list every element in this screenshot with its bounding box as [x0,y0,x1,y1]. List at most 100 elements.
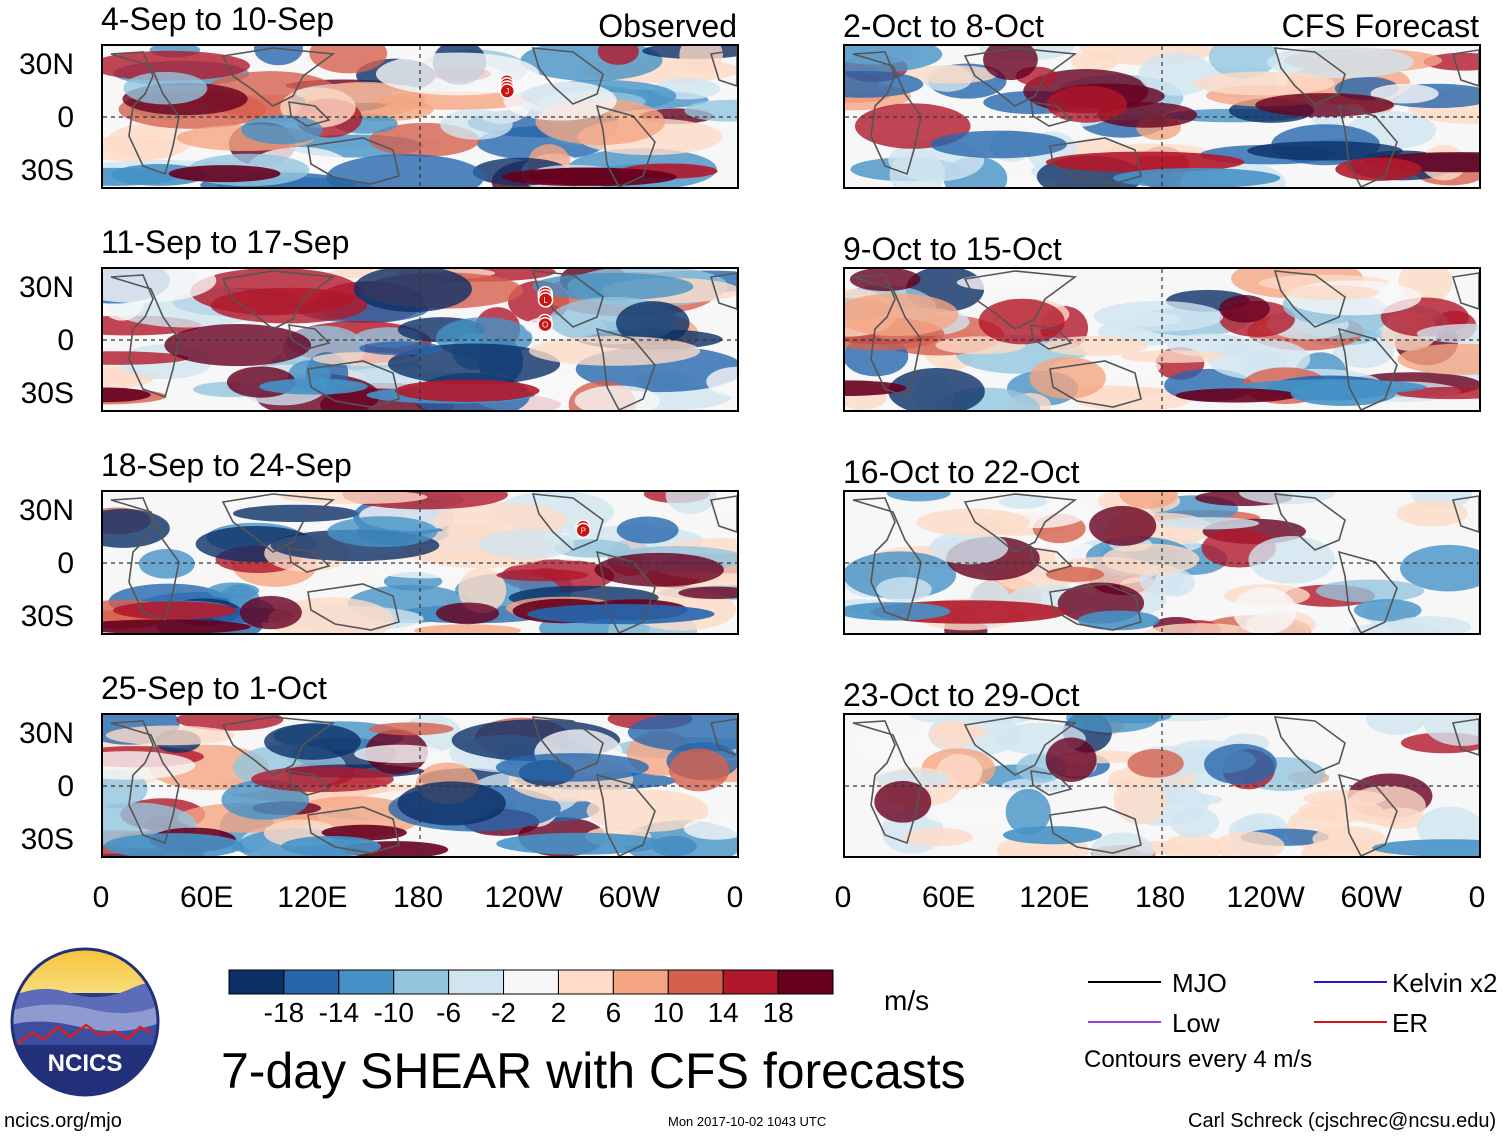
lon-tick-label: 120W [484,881,563,914]
land-outline [852,720,922,845]
shear-blob [998,494,1048,509]
shear-blob [239,595,302,630]
land-outline [595,327,656,410]
shear-blob [1091,832,1154,856]
shear-blob [1005,789,1051,835]
shear-blob [929,530,1009,565]
obs-panel-2-title: 11-Sep to 17-Sep [101,224,350,260]
shear-blob [254,46,303,66]
colorbar-tick-label: 10 [652,997,684,1028]
land-outline [595,773,656,856]
obs-panel-4-title: 25-Sep to 1-Oct [101,670,327,706]
lat-tick-label: 30S [20,377,74,410]
land-outline [288,324,331,350]
shear-blob [1066,715,1160,733]
shear-blob [876,577,932,602]
shear-blob [1370,83,1439,104]
footer-url[interactable]: ncics.org/mjo [4,1110,122,1132]
lat-tick-label: 30S [20,823,74,856]
lat-tick-label: 30N [18,48,74,81]
land-outline [1030,324,1073,350]
coastlines [852,716,1479,856]
lon-tick-label: 0 [726,881,744,914]
coastlines [852,47,1479,187]
footer-credit: Carl Schreck (cjschrec@ncsu.edu) [1188,1110,1497,1132]
colorbar-cell [667,969,724,995]
footer-timestamp: Mon 2017-10-02 1043 UTC [668,1114,827,1129]
land-outline [288,101,331,127]
shear-blob [1239,492,1336,505]
land-outline [963,716,1078,776]
shear-blob [354,744,445,764]
shear-blob [532,272,694,301]
storm-marker[interactable]: J [499,83,516,99]
shear-blob [103,135,183,162]
shear-blob [996,173,1047,187]
shear-band [281,835,381,856]
shear-blob [1213,831,1285,856]
shear-blob [359,341,443,356]
land-outline [1273,493,1346,551]
obs-map-1: GTKJ [101,44,739,189]
colorbar-cell [722,969,779,995]
lon-tick-label: 180 [392,881,444,914]
storm-marker[interactable]: O [537,316,553,333]
shear-blob [1093,300,1224,332]
storm-marker[interactable]: P [575,522,592,539]
colorbar-tick-label: -18 [263,997,305,1028]
storm-marker[interactable]: L [537,292,554,308]
land-outline [288,547,331,573]
shear-blob [669,748,730,792]
cfs-forecast-label: CFS Forecast [1281,8,1479,44]
colorbar-cell [777,969,834,995]
shear-blob [241,115,323,145]
shear-blob [1029,356,1106,399]
shear-blob [852,731,927,763]
land-outline [709,272,737,310]
shear-blob [207,582,260,599]
shear-blob [1153,569,1195,597]
shear-blob [103,751,196,780]
land-outline [595,104,656,187]
shear-blob [413,624,522,633]
land-outline [110,497,180,622]
fcst-map-4-field [845,715,1479,856]
shear-blob [956,274,1055,291]
land-outline [1451,272,1479,310]
colorbar-tick-label: -10 [373,997,414,1028]
shear-blob [164,323,312,367]
shear-blob [268,597,394,633]
shear-blob [1396,500,1468,527]
fcst-map-2-field [845,269,1479,410]
shear-blob [1046,85,1128,123]
land-outline [1049,137,1142,185]
shear-blob [1365,715,1426,736]
shear-band [112,601,237,620]
colorbar-cell [503,969,559,995]
shear-blob [103,269,217,303]
land-outline [221,270,336,330]
colorbar-tick-label: -6 [436,997,462,1028]
shear-blob [397,781,506,826]
lon-tick-label: 60W [1340,881,1403,914]
shear-band [103,619,251,633]
land-outline [709,495,737,533]
shear-blob [933,724,989,738]
fcst-panel-4-title: 23-Oct to 29-Oct [843,677,1080,713]
shear-blob [902,827,973,847]
fcst-map-4 [843,713,1481,858]
shear-band [103,833,244,856]
shear-blob [665,492,717,515]
coastlines [110,47,737,187]
colorbar-tick-label: 18 [762,997,794,1028]
shear-blob [1248,535,1335,584]
fcst-panel-1-title: 2-Oct to 8-Oct [843,8,1044,44]
lat-tick-label: 30N [18,717,74,750]
shear-blob [1315,579,1425,603]
shear-blob [1120,350,1226,363]
main-title: 7-day SHEAR with CFS forecasts [221,1043,966,1099]
land-outline [221,47,336,107]
shear-blob [326,154,485,187]
colorbar-cell [338,969,395,995]
fcst-map-1 [843,44,1481,189]
